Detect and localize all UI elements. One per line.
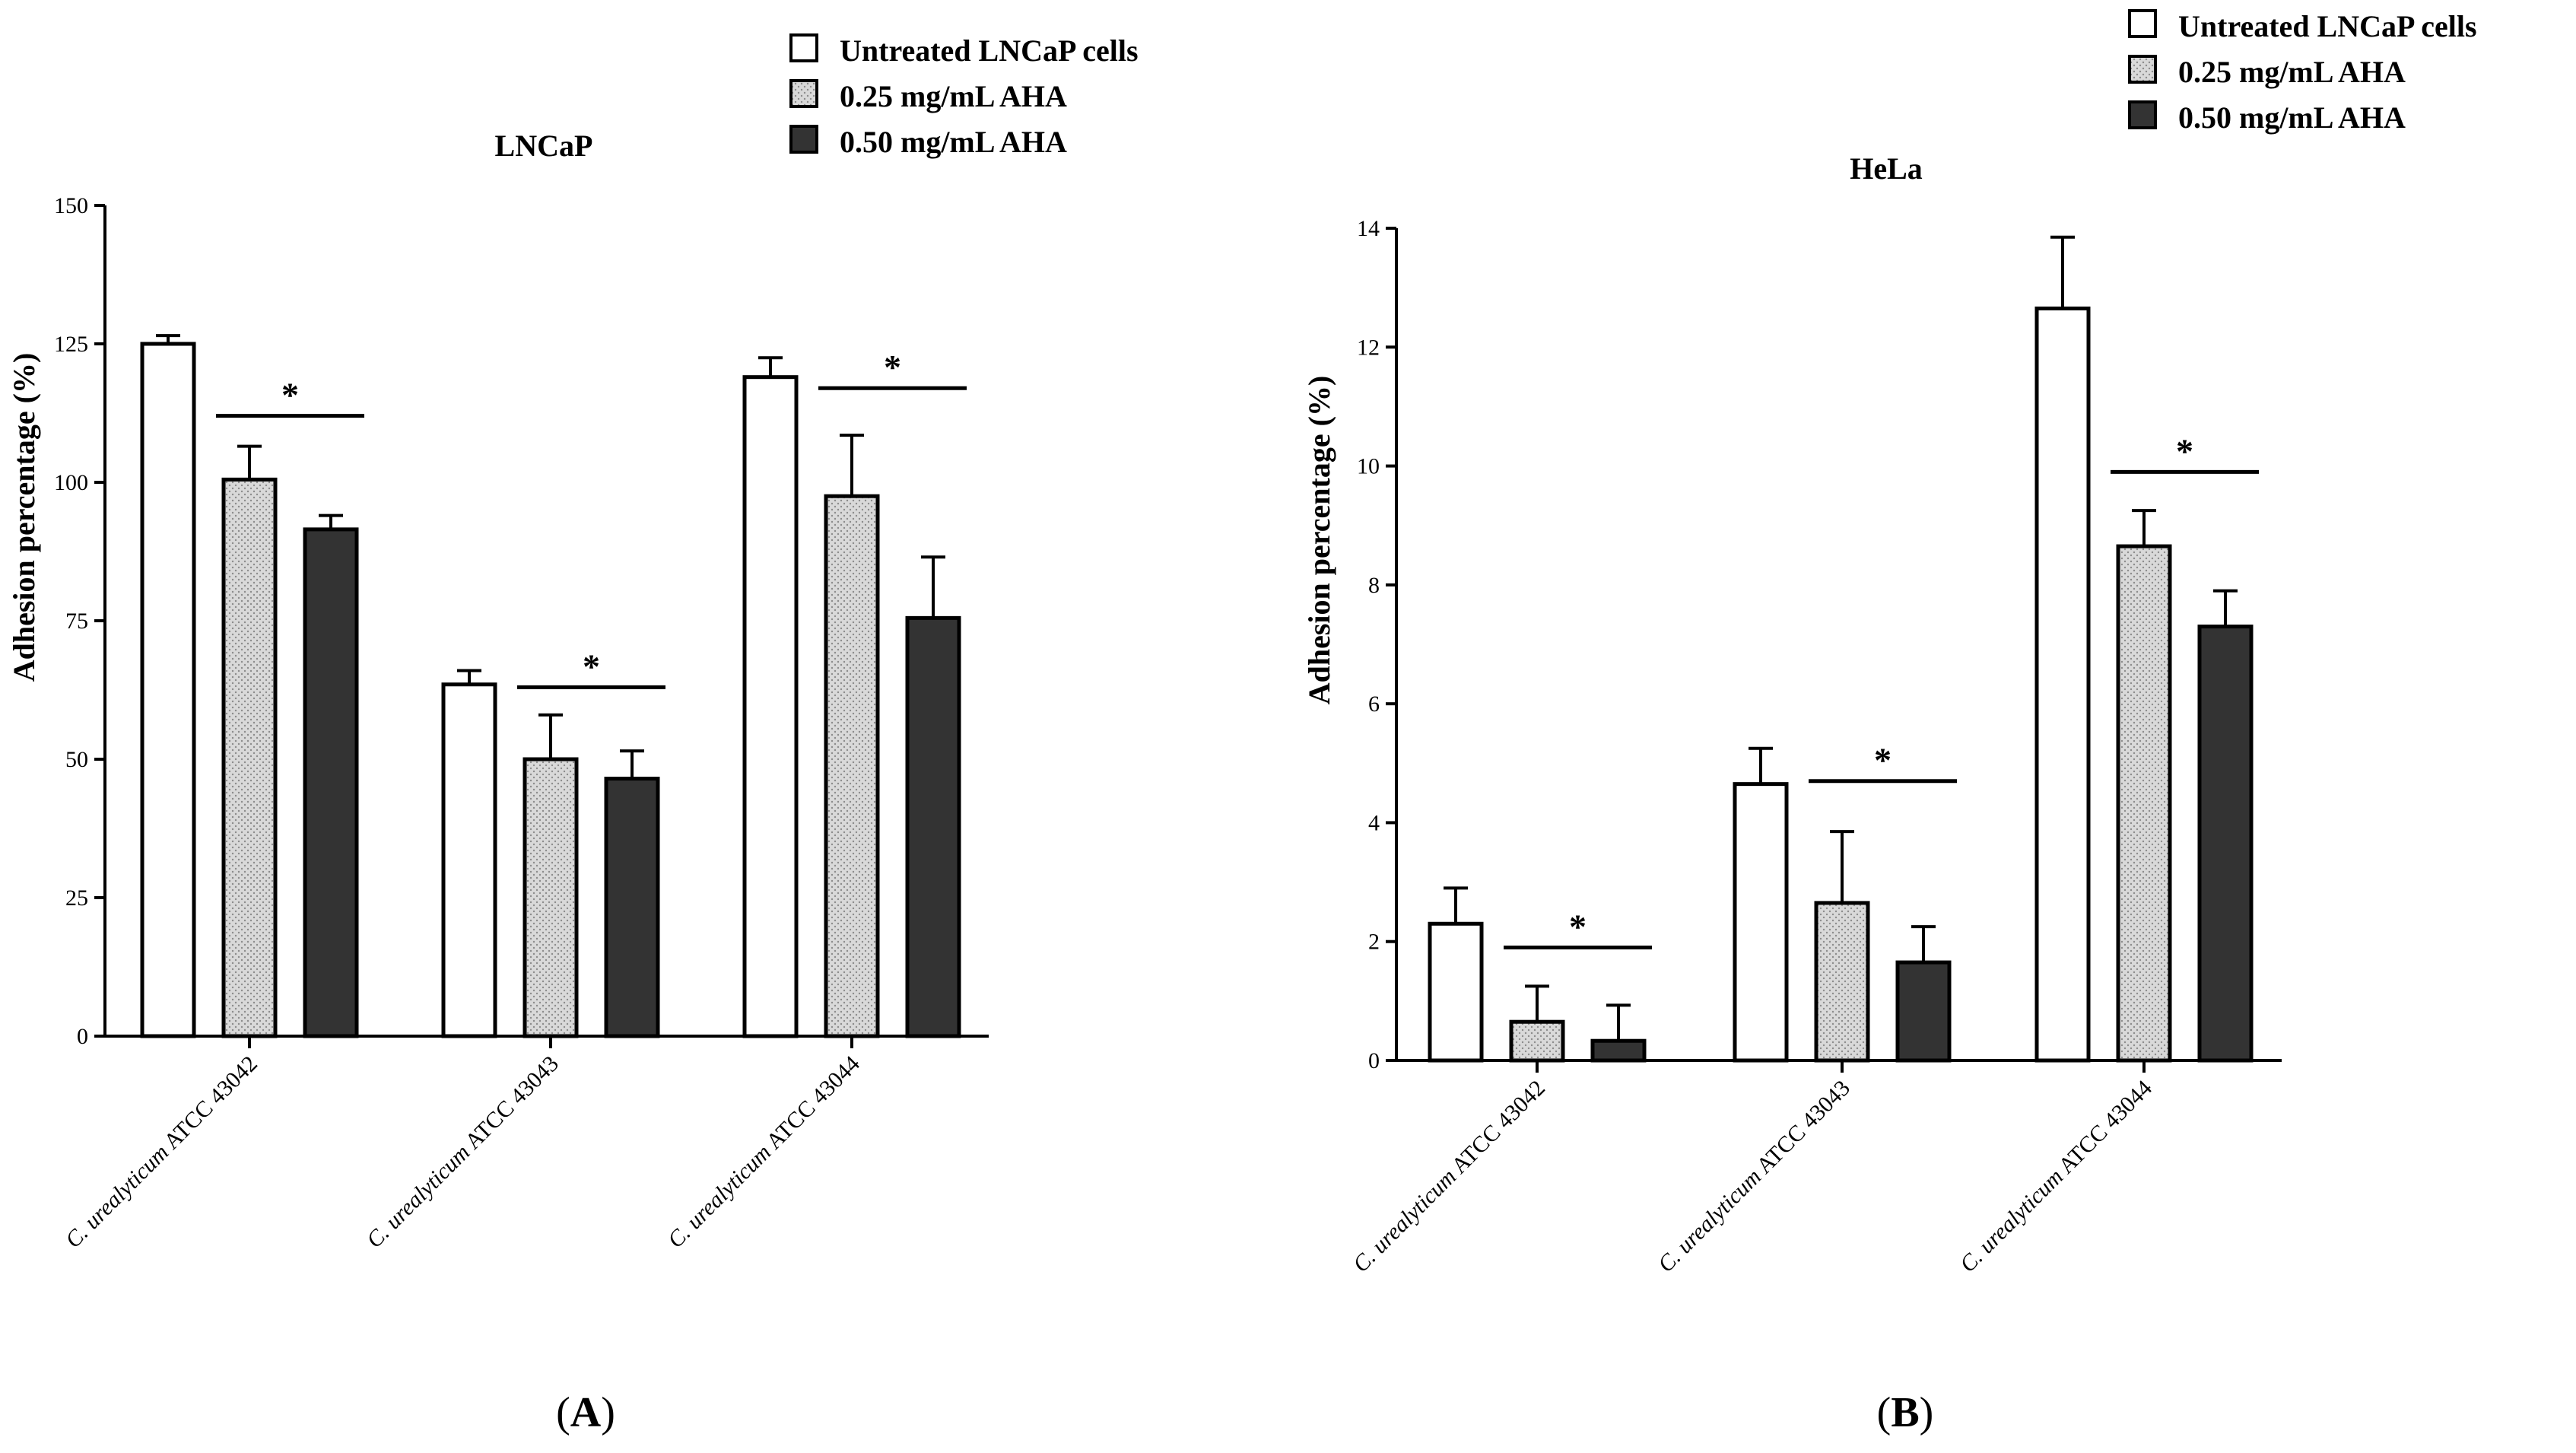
y-tick-label: 100 (54, 470, 88, 495)
bar-aha-050 (1895, 960, 1952, 1063)
bar-untreated (1428, 921, 1484, 1063)
bar-untreated (140, 342, 196, 1038)
x-tick-label: C. urealyticum ATCC 43044 (663, 1051, 865, 1253)
y-tick-label: 0 (77, 1024, 88, 1049)
x-tick-label: C. urealyticum ATCC 43044 (1955, 1076, 2157, 1277)
y-tick-label: 150 (54, 193, 88, 218)
legend-swatch-aha-025 (2128, 55, 2157, 84)
bar-aha-025 (2116, 544, 2172, 1063)
y-axis-label: Adhesion percentage (%) (7, 353, 41, 682)
bar-aha-025 (221, 477, 278, 1038)
chart-panel-lncap: LNCaP Adhesion percentage (%) 0 25 50 75 100… (7, 33, 1139, 1436)
legend-swatch-aha-050 (789, 125, 818, 154)
significance-star: * (2176, 431, 2193, 470)
legend-swatch-aha-050 (2128, 100, 2157, 129)
y-tick-label: 6 (1368, 692, 1380, 717)
y-tick-label: 50 (65, 747, 88, 772)
legend-label-untreated: Untreated LNCaP cells (840, 33, 1139, 68)
bar-aha-050 (1590, 1038, 1647, 1063)
legend-label-aha-050: 0.50 mg/mL AHA (2178, 100, 2406, 135)
legend-label-aha-025: 0.25 mg/mL AHA (840, 79, 1067, 113)
significance-star: * (281, 376, 299, 415)
legend-swatch-untreated (2128, 9, 2157, 38)
panel-label-b: (B) (1877, 1389, 1934, 1436)
significance-star: * (884, 348, 901, 386)
bar-untreated (742, 375, 799, 1038)
y-tick-label: 4 (1368, 810, 1380, 835)
y-tick-label: 8 (1368, 573, 1380, 598)
y-tick-label: 12 (1357, 335, 1380, 360)
x-tick-label: C. urealyticum ATCC 43042 (61, 1051, 262, 1253)
y-tick-label: 25 (65, 885, 88, 911)
bar-untreated (2034, 306, 2091, 1063)
bar-untreated (441, 682, 497, 1038)
legend-swatch-aha-025 (789, 79, 818, 108)
y-tick-label: 0 (1368, 1048, 1380, 1073)
x-tick-label: C. urealyticum ATCC 43043 (1653, 1076, 1855, 1277)
plot-area: 0 25 50 75 100 125 150 C. urealyticum ATCC 4304… (54, 193, 989, 1253)
y-tick-label: 14 (1357, 216, 1380, 241)
y-tick-label: 125 (54, 332, 88, 357)
legend-label-aha-025: 0.25 mg/mL AHA (2178, 55, 2406, 89)
chart-title: HeLa (1850, 151, 1923, 186)
x-tick-label: C. urealyticum ATCC 43043 (362, 1051, 564, 1253)
bar-aha-050 (2197, 625, 2254, 1063)
bar-aha-025 (824, 494, 880, 1038)
significance-star: * (583, 647, 600, 685)
legend: Untreated LNCaP cells 0.25 mg/mL AHA 0.5… (2128, 9, 2477, 135)
bar-aha-025 (1814, 901, 1870, 1063)
plot-area: 0 2 4 6 8 10 12 14 C. urealyticum ATCC 43042 C. u… (1348, 216, 2282, 1277)
bar-aha-025 (523, 757, 579, 1038)
bar-aha-050 (905, 615, 961, 1038)
bar-aha-025 (1509, 1019, 1565, 1063)
bar-untreated (1733, 782, 1789, 1063)
legend: Untreated LNCaP cells 0.25 mg/mL AHA 0.5… (789, 33, 1139, 159)
legend-swatch-untreated (789, 33, 818, 62)
chart-title: LNCaP (495, 129, 593, 163)
x-tick-label: C. urealyticum ATCC 43042 (1348, 1076, 1550, 1277)
significance-star: * (1569, 908, 1587, 946)
y-axis-label: Adhesion percentage (%) (1302, 376, 1336, 705)
y-tick-label: 10 (1357, 454, 1380, 479)
significance-star: * (1874, 741, 1892, 780)
bar-aha-050 (303, 527, 359, 1038)
legend-label-untreated: Untreated LNCaP cells (2178, 9, 2477, 43)
y-tick-label: 2 (1368, 930, 1380, 955)
y-tick-label: 75 (65, 609, 88, 634)
legend-label-aha-050: 0.50 mg/mL AHA (840, 125, 1067, 159)
panel-label-a: (A) (556, 1389, 615, 1436)
chart-panel-hela: HeLa Adhesion percentage (%) 0 2 4 6 8 10 12 14… (1302, 9, 2477, 1436)
bar-aha-050 (604, 776, 660, 1038)
